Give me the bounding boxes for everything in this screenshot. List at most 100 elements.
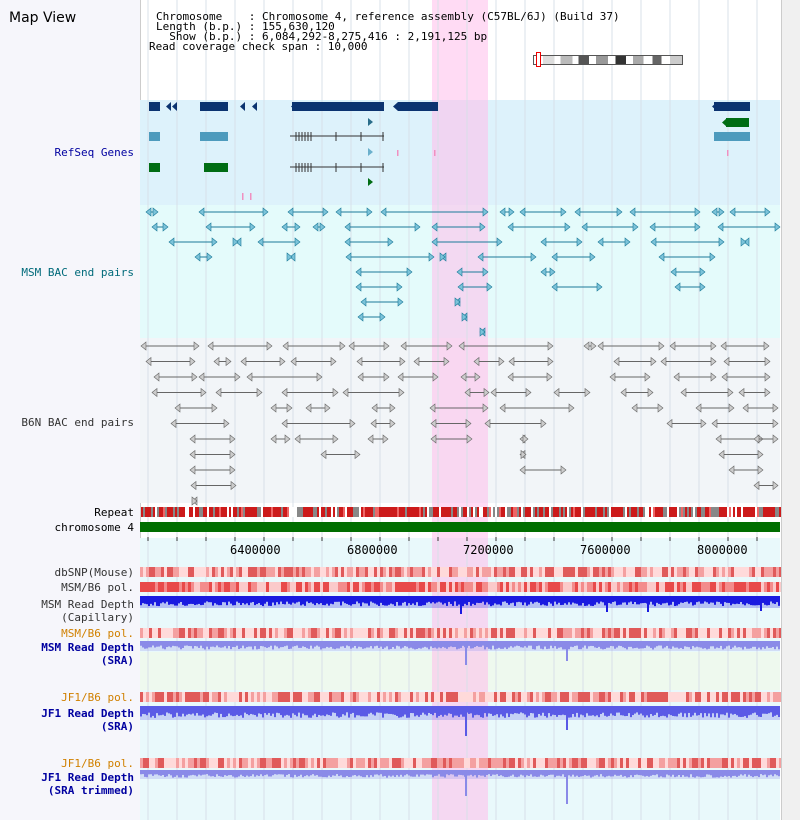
- bac-end: [189, 434, 196, 444]
- track-label-jf1-pol-trimmed[interactable]: JF1/B6 pol.: [61, 757, 134, 770]
- heat-cell: [632, 692, 635, 702]
- heat-cell: [578, 692, 581, 702]
- repeat-segment: [163, 507, 165, 517]
- repeat-segment: [537, 507, 539, 517]
- track-label-refseq[interactable]: RefSeq Genes: [54, 146, 134, 159]
- heat-cell: [593, 567, 596, 577]
- heat-cell: [344, 758, 347, 768]
- depth-bar: [536, 770, 538, 777]
- depth-bar: [732, 641, 734, 648]
- heat-cell: [419, 582, 422, 592]
- bac-end: [198, 207, 205, 217]
- track-label-msm-pol-sra[interactable]: MSM/B6 pol.: [61, 627, 134, 640]
- depth-bar: [306, 770, 308, 776]
- heat-cell: [380, 582, 383, 592]
- depth-bar: [684, 641, 686, 647]
- heat-cell: [569, 758, 572, 768]
- repeat-segment: [253, 507, 255, 517]
- heat-cell: [278, 758, 281, 768]
- heat-cell: [311, 758, 314, 768]
- track-label-repeat[interactable]: Repeat: [94, 506, 134, 519]
- depth-bar: [758, 706, 760, 717]
- heat-cell: [434, 758, 437, 768]
- depth-bar: [510, 641, 512, 647]
- track-label-msm-depth-capillary[interactable]: MSM Read Depth (Capillary): [41, 598, 134, 624]
- bac-end: [729, 207, 736, 217]
- bac-end: [743, 237, 750, 247]
- depth-bar: [204, 706, 206, 718]
- heat-cell: [674, 628, 677, 638]
- depth-bar: [778, 770, 780, 777]
- heat-cell: [413, 567, 416, 577]
- repeat-segment: [685, 507, 687, 517]
- track-label-msm-bac[interactable]: MSM BAC end pairs: [21, 266, 134, 279]
- heat-cell: [509, 758, 512, 768]
- depth-bar: [762, 641, 764, 648]
- repeat-segment: [381, 507, 383, 517]
- depth-bar: [542, 706, 544, 713]
- heat-cell: [371, 567, 374, 577]
- depth-bar: [612, 706, 614, 716]
- depth-bar: [610, 596, 612, 604]
- heat-cell: [683, 582, 686, 592]
- heat-cell: [347, 758, 350, 768]
- repeat-segment: [545, 507, 547, 517]
- depth-bar: [274, 641, 276, 646]
- depth-bar: [614, 706, 616, 716]
- depth-bar: [388, 706, 390, 714]
- depth-bar: [456, 641, 458, 650]
- track-label-msm-pol[interactable]: MSM/B6 pol.: [61, 581, 134, 594]
- bac-end: [270, 434, 277, 444]
- bac-end: [389, 418, 396, 429]
- depth-bar: [318, 770, 320, 777]
- heat-cell: [758, 692, 761, 702]
- depth-bar: [470, 770, 472, 775]
- depth-bar: [592, 770, 594, 777]
- depth-bar: [748, 706, 750, 716]
- repeat-segment: [773, 507, 775, 517]
- heat-cell: [254, 758, 257, 768]
- depth-bar: [560, 641, 562, 648]
- track-label-chromosome[interactable]: chromosome 4: [54, 521, 134, 534]
- depth-bar: [436, 706, 438, 718]
- heat-cell: [590, 758, 593, 768]
- heat-cell: [575, 567, 578, 577]
- depth-bar: [318, 706, 320, 715]
- track-label-jf1-depth[interactable]: JF1 Read Depth (SRA): [41, 707, 134, 733]
- depth-spike: [566, 770, 568, 804]
- track-label-b6n-bac[interactable]: B6N BAC end pairs: [21, 416, 134, 429]
- depth-bar: [596, 706, 598, 716]
- heat-cell: [248, 567, 251, 577]
- chromosome-ideogram[interactable]: [530, 52, 684, 67]
- track-label-jf1-pol[interactable]: JF1/B6 pol.: [61, 691, 134, 704]
- repeat-segment: [505, 507, 507, 517]
- depth-bar: [378, 596, 380, 606]
- heat-cell: [218, 628, 221, 638]
- vertical-scrollbar[interactable]: [781, 0, 800, 820]
- depth-bar: [236, 706, 238, 715]
- heat-cell: [611, 582, 614, 592]
- heat-cell: [749, 692, 752, 702]
- track-label-dbsnp[interactable]: dbSNP(Mouse): [54, 566, 134, 579]
- heat-cell: [779, 692, 782, 702]
- depth-bar: [592, 706, 594, 716]
- depth-bar: [194, 770, 196, 776]
- heat-cell: [296, 692, 299, 702]
- heat-cell: [530, 628, 533, 638]
- depth-bar: [524, 596, 526, 603]
- track-label-jf1-depth-trimmed[interactable]: JF1 Read Depth (SRA trimmed): [41, 771, 134, 797]
- depth-bar: [600, 641, 602, 649]
- depth-bar: [504, 641, 506, 648]
- depth-bar: [194, 641, 196, 647]
- heat-cell: [251, 567, 254, 577]
- heat-cell: [611, 758, 614, 768]
- heat-cell: [422, 582, 425, 592]
- depth-bar: [172, 641, 174, 646]
- depth-bar: [752, 770, 754, 778]
- heat-cell: [596, 582, 599, 592]
- track-label-msm-depth-sra[interactable]: MSM Read Depth (SRA): [41, 641, 134, 667]
- depth-bar: [724, 596, 726, 603]
- selection-highlight[interactable]: [432, 0, 488, 820]
- heat-cell: [158, 628, 161, 638]
- heat-cell: [680, 692, 683, 702]
